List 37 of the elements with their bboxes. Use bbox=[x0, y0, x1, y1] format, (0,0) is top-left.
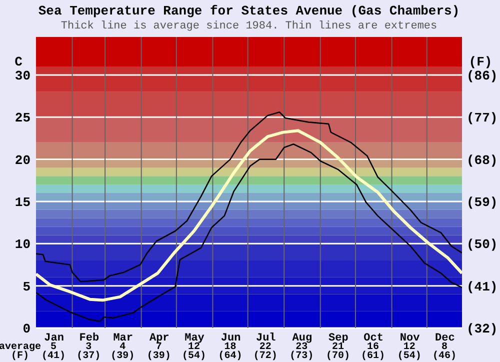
text: (61) bbox=[361, 350, 386, 362]
y2-tick-label: (41) bbox=[466, 279, 498, 294]
y2-tick-label: (86) bbox=[466, 68, 498, 84]
y2-tick-label: (77) bbox=[466, 110, 498, 126]
text: (46) bbox=[432, 350, 456, 362]
y2-axis-title: (F) bbox=[468, 54, 492, 70]
y-tick-label: 20 bbox=[14, 152, 31, 168]
x-tick-label: May bbox=[184, 332, 205, 344]
y-tick-label: 5 bbox=[22, 279, 31, 294]
y-tick-label: 15 bbox=[14, 194, 31, 210]
text: (F) bbox=[10, 350, 30, 362]
text: (54) bbox=[397, 350, 422, 362]
y-tick-label: 10 bbox=[14, 237, 31, 252]
y2-tick-label: (32) bbox=[466, 322, 498, 336]
y-tick-label: 25 bbox=[14, 110, 31, 126]
text: (73) bbox=[290, 350, 314, 362]
text: (64) bbox=[218, 350, 242, 362]
y-tick-label: 30 bbox=[14, 68, 31, 84]
text: (70) bbox=[326, 350, 350, 362]
x-tick-label: Aug bbox=[292, 332, 312, 344]
x-tick-label: Sep bbox=[328, 332, 349, 344]
chart-subtitle: Thick line is average since 1984. Thin lines are extremes bbox=[60, 20, 438, 32]
y2-tick-label: (68) bbox=[466, 152, 498, 168]
line-series bbox=[36, 129, 462, 302]
text: (39) bbox=[110, 350, 135, 362]
text: (54) bbox=[182, 350, 206, 362]
y-tick-label: 0 bbox=[22, 322, 31, 336]
text: (39) bbox=[146, 350, 171, 362]
text: (72) bbox=[253, 350, 278, 362]
y2-tick-label: (50) bbox=[466, 237, 498, 252]
text: (37) bbox=[76, 350, 101, 362]
line-series bbox=[36, 111, 462, 282]
y2-tick-label: (59) bbox=[466, 194, 498, 210]
chart-title: Sea Temperature Range for States Avenue (Gas Chambers) bbox=[38, 4, 460, 18]
y-axis-title: C bbox=[14, 54, 23, 70]
text: (41) bbox=[42, 350, 66, 362]
line-series bbox=[36, 143, 462, 322]
